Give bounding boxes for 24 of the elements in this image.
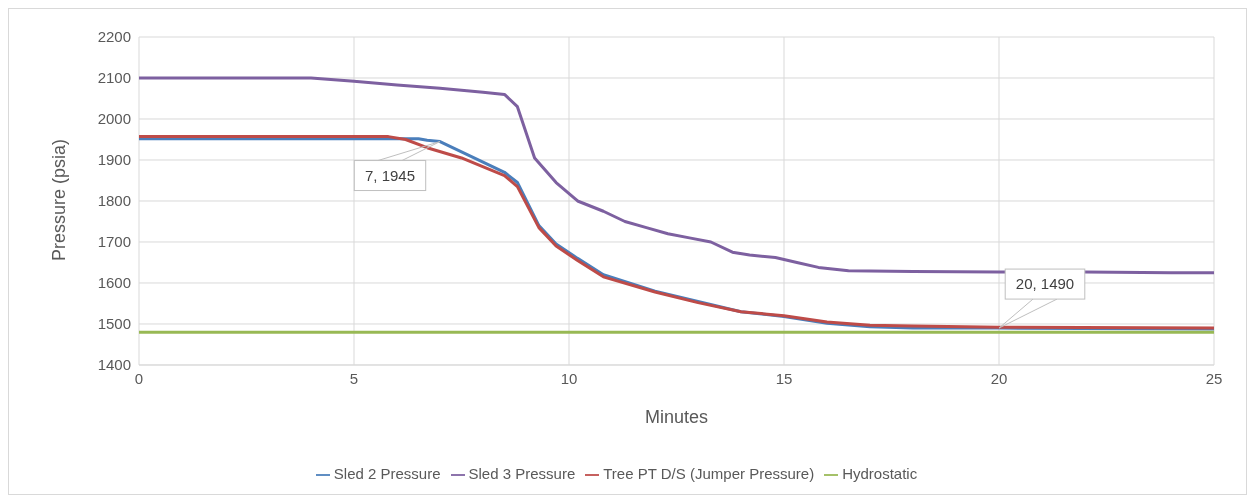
- x-axis-title: Minutes: [644, 406, 709, 427]
- x-tick-label: 15: [775, 369, 793, 387]
- y-axis-title: Pressure (psia): [49, 138, 70, 261]
- line-series: [139, 76, 1214, 275]
- x-tick-label: 25: [1205, 369, 1223, 387]
- annotation: 7, 1945: [364, 166, 416, 184]
- legend-label: Hydrostatic: [842, 464, 918, 482]
- y-tick-label: 1900: [97, 151, 131, 169]
- y-tick-label: 1500: [97, 315, 131, 333]
- y-tick-label: 1800: [97, 192, 131, 210]
- y-tick-label: 1600: [97, 274, 131, 292]
- x-tick-label: 20: [990, 369, 1008, 387]
- y-tick-label: 2100: [97, 69, 131, 87]
- y-tick-label: 2000: [97, 110, 131, 128]
- y-tick-label: 1400: [97, 356, 131, 374]
- y-tick-label: 2200: [97, 28, 131, 46]
- annotation: 20, 1490: [1015, 275, 1075, 293]
- x-tick-label: 10: [560, 369, 578, 387]
- legend-label: Tree PT D/S (Jumper Pressure): [603, 464, 815, 482]
- legend-label: Sled 3 Pressure: [468, 464, 576, 482]
- y-tick-label: 1700: [97, 233, 131, 251]
- x-tick-label: 0: [134, 369, 144, 387]
- x-tick-label: 5: [349, 369, 359, 387]
- legend-label: Sled 2 Pressure: [333, 464, 441, 482]
